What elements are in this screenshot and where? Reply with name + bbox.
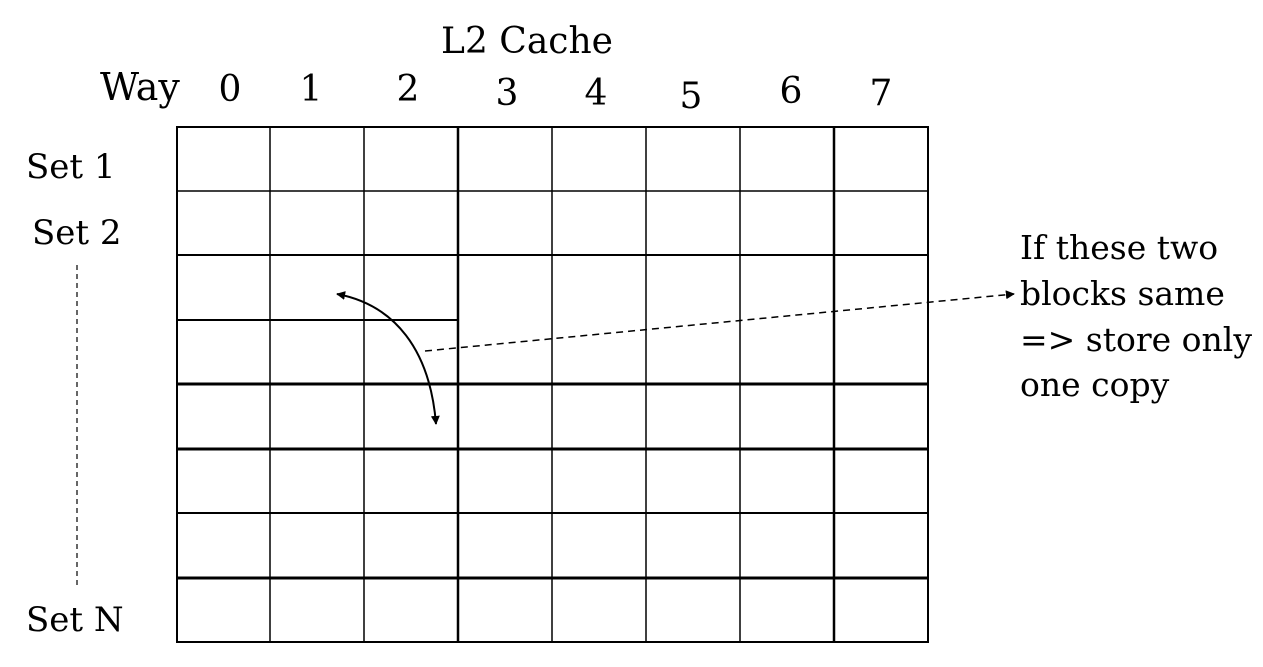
- annotation-line: one copy: [1020, 365, 1170, 404]
- cache-grid: [176, 126, 929, 643]
- diagram-title: L2 Cache: [441, 21, 613, 62]
- way-number-2: 2: [397, 69, 420, 110]
- set-label-second: Set 2: [32, 213, 122, 253]
- way-numbers: 0 1 2 3 4 5 6 7: [219, 69, 893, 117]
- annotation-line: => store only: [1020, 320, 1252, 359]
- way-number-3: 3: [496, 73, 519, 114]
- way-number-4: 4: [585, 73, 608, 114]
- annotation-line: If these two: [1020, 228, 1218, 267]
- way-number-6: 6: [780, 71, 803, 112]
- annotation-line: blocks same: [1020, 274, 1225, 313]
- way-label: Way: [100, 65, 180, 109]
- way-number-5: 5: [680, 76, 703, 117]
- way-number-7: 7: [870, 73, 893, 114]
- set-label-first: Set 1: [26, 147, 116, 187]
- way-number-1: 1: [300, 69, 323, 110]
- compare-blocks-arrow: [336, 291, 440, 425]
- way-number-0: 0: [219, 69, 242, 110]
- annotation-pointer-arrow: [424, 290, 1015, 352]
- set-label-last: Set N: [26, 600, 124, 640]
